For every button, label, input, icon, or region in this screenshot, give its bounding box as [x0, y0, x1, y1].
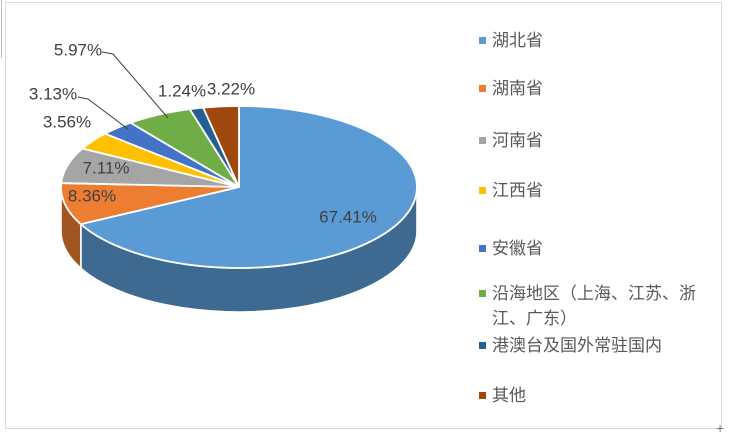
legend-label: 沿海地区（上海、江苏、浙江、广东） [492, 284, 696, 328]
data-label-hunan: 8.36% [67, 186, 117, 206]
legend-label: 江西省 [492, 181, 543, 200]
legend-item-coastal[interactable]: 沿海地区（上海、江苏、浙江、广东） [479, 281, 697, 331]
data-label-hubei: 67.41% [319, 207, 377, 227]
legend-item-other[interactable]: 其他 [479, 383, 697, 408]
gridline-fragment [1, 0, 2, 58]
leader-line-coastal [101, 51, 169, 119]
data-label-anhui: 3.13% [28, 84, 78, 104]
legend-item-jiangxi[interactable]: 江西省 [479, 178, 697, 203]
pie-slice-7[interactable] [202, 105, 240, 188]
data-label-jiangxi: 3.56% [42, 112, 92, 132]
legend-swatch-anhui [479, 245, 486, 252]
leader-lines [77, 51, 169, 130]
legend-swatch-other [479, 392, 486, 399]
corner-plus-mark: + [716, 420, 725, 436]
legend-label: 港澳台及国外常驻国内 [492, 336, 662, 355]
legend-label: 其他 [492, 386, 526, 405]
legend-label: 湖北省 [492, 31, 543, 50]
data-label-coastal: 5.97% [53, 40, 103, 60]
legend-item-hunan[interactable]: 湖南省 [479, 76, 697, 101]
pie-slice-0[interactable] [79, 105, 418, 269]
legend-item-hubei[interactable]: 湖北省 [479, 28, 697, 53]
legend-item-henan[interactable]: 河南省 [479, 128, 697, 153]
legend-item-anhui[interactable]: 安徽省 [479, 236, 697, 261]
pie-tops [60, 105, 418, 269]
legend-swatch-hubei [479, 37, 486, 44]
data-label-hmt: 1.24% [157, 81, 207, 101]
legend-swatch-hmt [479, 342, 486, 349]
legend-swatch-hunan [479, 85, 486, 92]
data-label-henan: 7.11% [82, 158, 130, 178]
legend-label: 湖南省 [492, 79, 543, 98]
data-label-other: 3.22% [206, 79, 256, 99]
leader-line-anhui [77, 96, 129, 130]
legend-swatch-jiangxi [479, 187, 486, 194]
legend-label: 河南省 [492, 131, 543, 150]
legend-item-hmt[interactable]: 港澳台及国外常驻国内 [479, 333, 697, 358]
legend-label: 安徽省 [492, 239, 543, 258]
legend-swatch-coastal [479, 290, 486, 297]
legend-swatch-henan [479, 137, 486, 144]
